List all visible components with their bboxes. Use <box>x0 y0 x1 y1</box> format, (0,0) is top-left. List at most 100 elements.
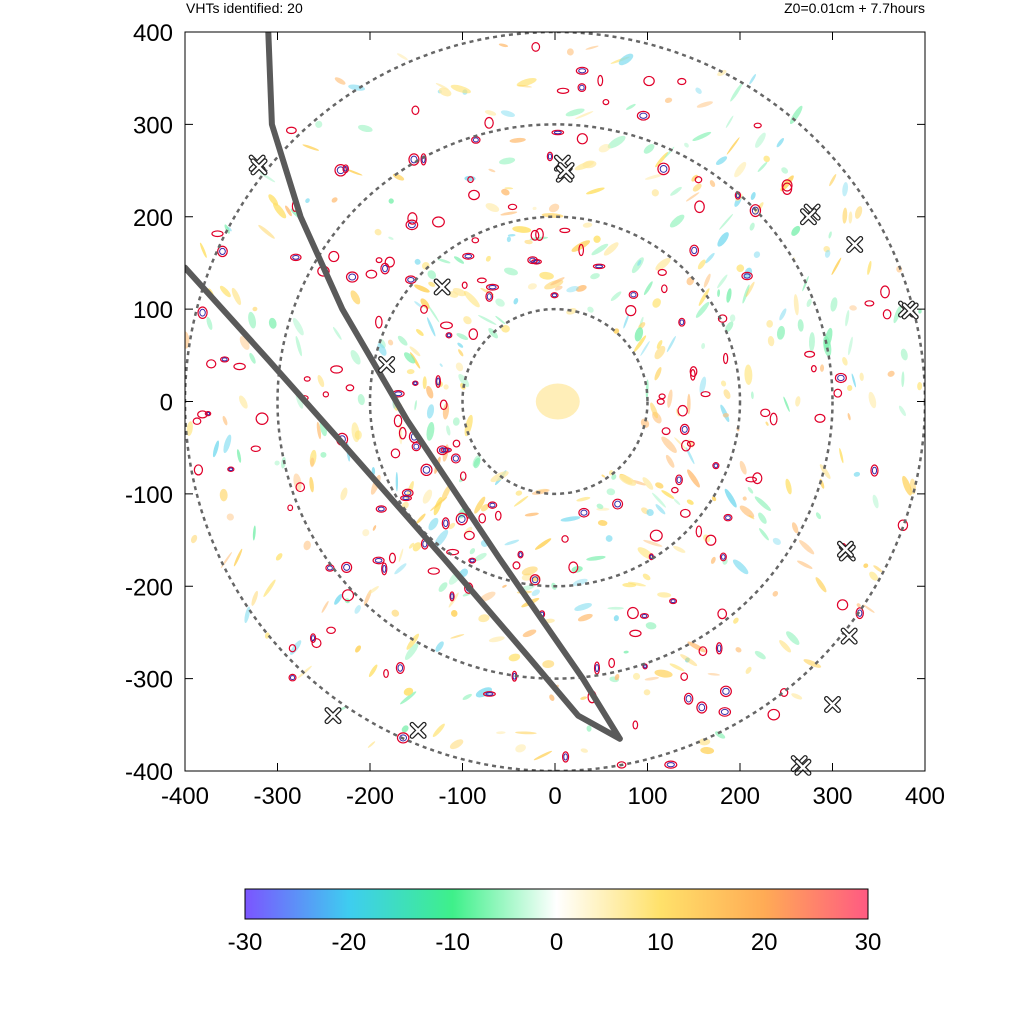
field-streak <box>640 340 650 356</box>
field-streak <box>819 464 831 479</box>
field-streak <box>739 505 755 518</box>
vorticity-contour <box>328 250 340 263</box>
vorticity-contour <box>689 244 700 257</box>
field-streak <box>842 207 848 224</box>
field-streak <box>776 137 785 148</box>
field-streak <box>320 451 327 458</box>
vorticity-contour-inner <box>595 663 599 673</box>
field-streak <box>707 673 720 676</box>
field-streak <box>275 553 283 561</box>
field-streak <box>726 288 732 303</box>
vorticity-contour <box>400 495 412 502</box>
vorticity-contour <box>341 561 353 573</box>
field-streak <box>640 418 650 428</box>
vorticity-contour-inner <box>343 165 348 172</box>
vorticity-contour-inner <box>442 448 450 452</box>
field-streak <box>500 110 515 118</box>
field-streak <box>439 363 443 367</box>
field-streak <box>485 203 500 213</box>
field-streak <box>518 84 532 88</box>
vorticity-contour-inner <box>199 308 206 317</box>
vorticity-contour <box>432 216 445 228</box>
vorticity-contour <box>696 701 708 714</box>
field-streak <box>432 723 445 738</box>
vorticity-contour <box>576 133 588 145</box>
field-streak <box>414 400 417 411</box>
field-streak <box>463 316 472 325</box>
vorticity-contour <box>446 548 460 556</box>
x-tick-label: 100 <box>627 783 667 810</box>
vorticity-contour <box>559 227 571 234</box>
field-streak <box>797 319 804 332</box>
vorticity-contour-inner <box>407 221 416 229</box>
field-streak <box>521 566 538 576</box>
vorticity-contour <box>445 332 453 339</box>
vorticity-contour <box>345 384 355 392</box>
vorticity-contour <box>206 359 217 369</box>
field-streak <box>515 490 523 496</box>
vorticity-contour <box>882 309 892 320</box>
vorticity-contour-inner <box>691 246 698 255</box>
field-streak <box>669 214 685 228</box>
vorticity-contour <box>705 534 717 546</box>
vorticity-contour-inner <box>643 664 647 669</box>
vorticity-contour <box>439 399 448 411</box>
vorticity-contour <box>233 362 246 371</box>
field-streak <box>654 367 662 381</box>
field-streak <box>758 512 767 524</box>
vorticity-contour <box>322 391 330 398</box>
range-ring <box>461 307 649 496</box>
field-streak <box>742 284 750 304</box>
x-tick-label: -200 <box>346 783 394 810</box>
field-streak <box>571 240 591 252</box>
storm-tracks <box>185 32 623 742</box>
vorticity-contour <box>671 486 679 494</box>
vorticity-contour <box>612 498 624 510</box>
vorticity-contour-inner <box>410 155 418 164</box>
field-streak <box>404 642 419 660</box>
field-streak <box>661 436 677 453</box>
vorticity-contour-inner <box>469 558 475 563</box>
field-streak <box>224 224 230 234</box>
field-streak <box>685 447 695 465</box>
field-streak <box>751 391 754 400</box>
field-streak <box>849 305 857 311</box>
vorticity-contour <box>435 375 442 388</box>
vorticity-contour <box>745 476 758 483</box>
vorticity-contour-inner <box>464 253 473 259</box>
vorticity-contour <box>712 462 720 470</box>
field-streak <box>733 617 739 624</box>
field-streak <box>305 198 310 203</box>
field-streak <box>754 650 766 660</box>
field-streak <box>427 304 440 323</box>
field-streak <box>509 137 526 143</box>
field-streak <box>862 604 875 613</box>
vorticity-contour <box>345 271 359 283</box>
field-streak <box>893 305 902 324</box>
field-streak <box>781 167 789 174</box>
vorticity-contour <box>365 269 378 279</box>
field-streak <box>721 380 727 387</box>
field-streak <box>654 345 666 360</box>
vorticity-contour <box>441 517 450 530</box>
vorticity-contour <box>440 447 452 453</box>
field-streak <box>586 187 605 195</box>
vorticity-contour <box>467 176 474 184</box>
vorticity-contour <box>436 445 449 456</box>
field-streak <box>918 309 922 314</box>
field-streak <box>686 499 694 505</box>
field-streak <box>657 592 672 598</box>
field-streak <box>842 182 849 197</box>
field-streak <box>823 245 831 253</box>
field-streak <box>655 482 664 489</box>
field-streak <box>426 404 435 419</box>
field-streak <box>873 565 883 573</box>
field-streak <box>619 474 637 486</box>
field-streak <box>334 77 346 85</box>
field-streak <box>575 111 594 120</box>
field-streak <box>795 396 801 407</box>
field-streak <box>550 277 565 286</box>
field-streak <box>654 669 673 678</box>
field-streak <box>717 232 729 247</box>
field-streak <box>725 321 734 333</box>
